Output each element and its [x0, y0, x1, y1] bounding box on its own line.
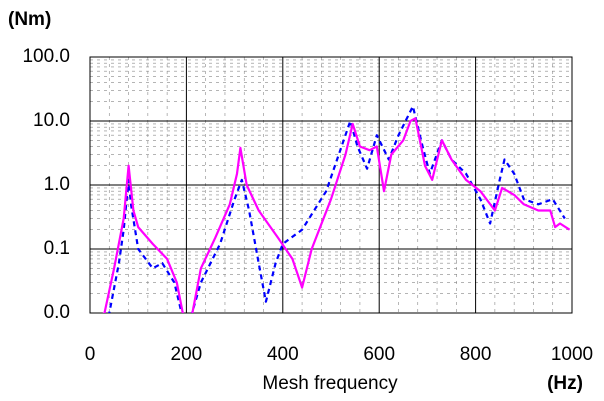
x-unit: (Hz)	[547, 373, 583, 394]
y-tick-label: 100.0	[22, 46, 70, 67]
y-tick-label: 10.0	[33, 110, 70, 131]
x-tick-label: 0	[85, 344, 96, 365]
x-tick-label: 200	[171, 344, 203, 365]
x-tick-label: 1000	[551, 344, 593, 365]
y-unit: (Nm)	[8, 9, 51, 30]
x-tick-label: 600	[363, 344, 395, 365]
y-tick-label: 0.1	[44, 238, 70, 259]
x-axis-label: Mesh frequency	[262, 373, 398, 394]
y-tick-label: 1.0	[44, 174, 70, 195]
x-tick-label: 400	[267, 344, 299, 365]
series-line	[102, 117, 571, 313]
y-tick-label: 0.0	[44, 302, 70, 323]
x-tick-label: 800	[460, 344, 492, 365]
